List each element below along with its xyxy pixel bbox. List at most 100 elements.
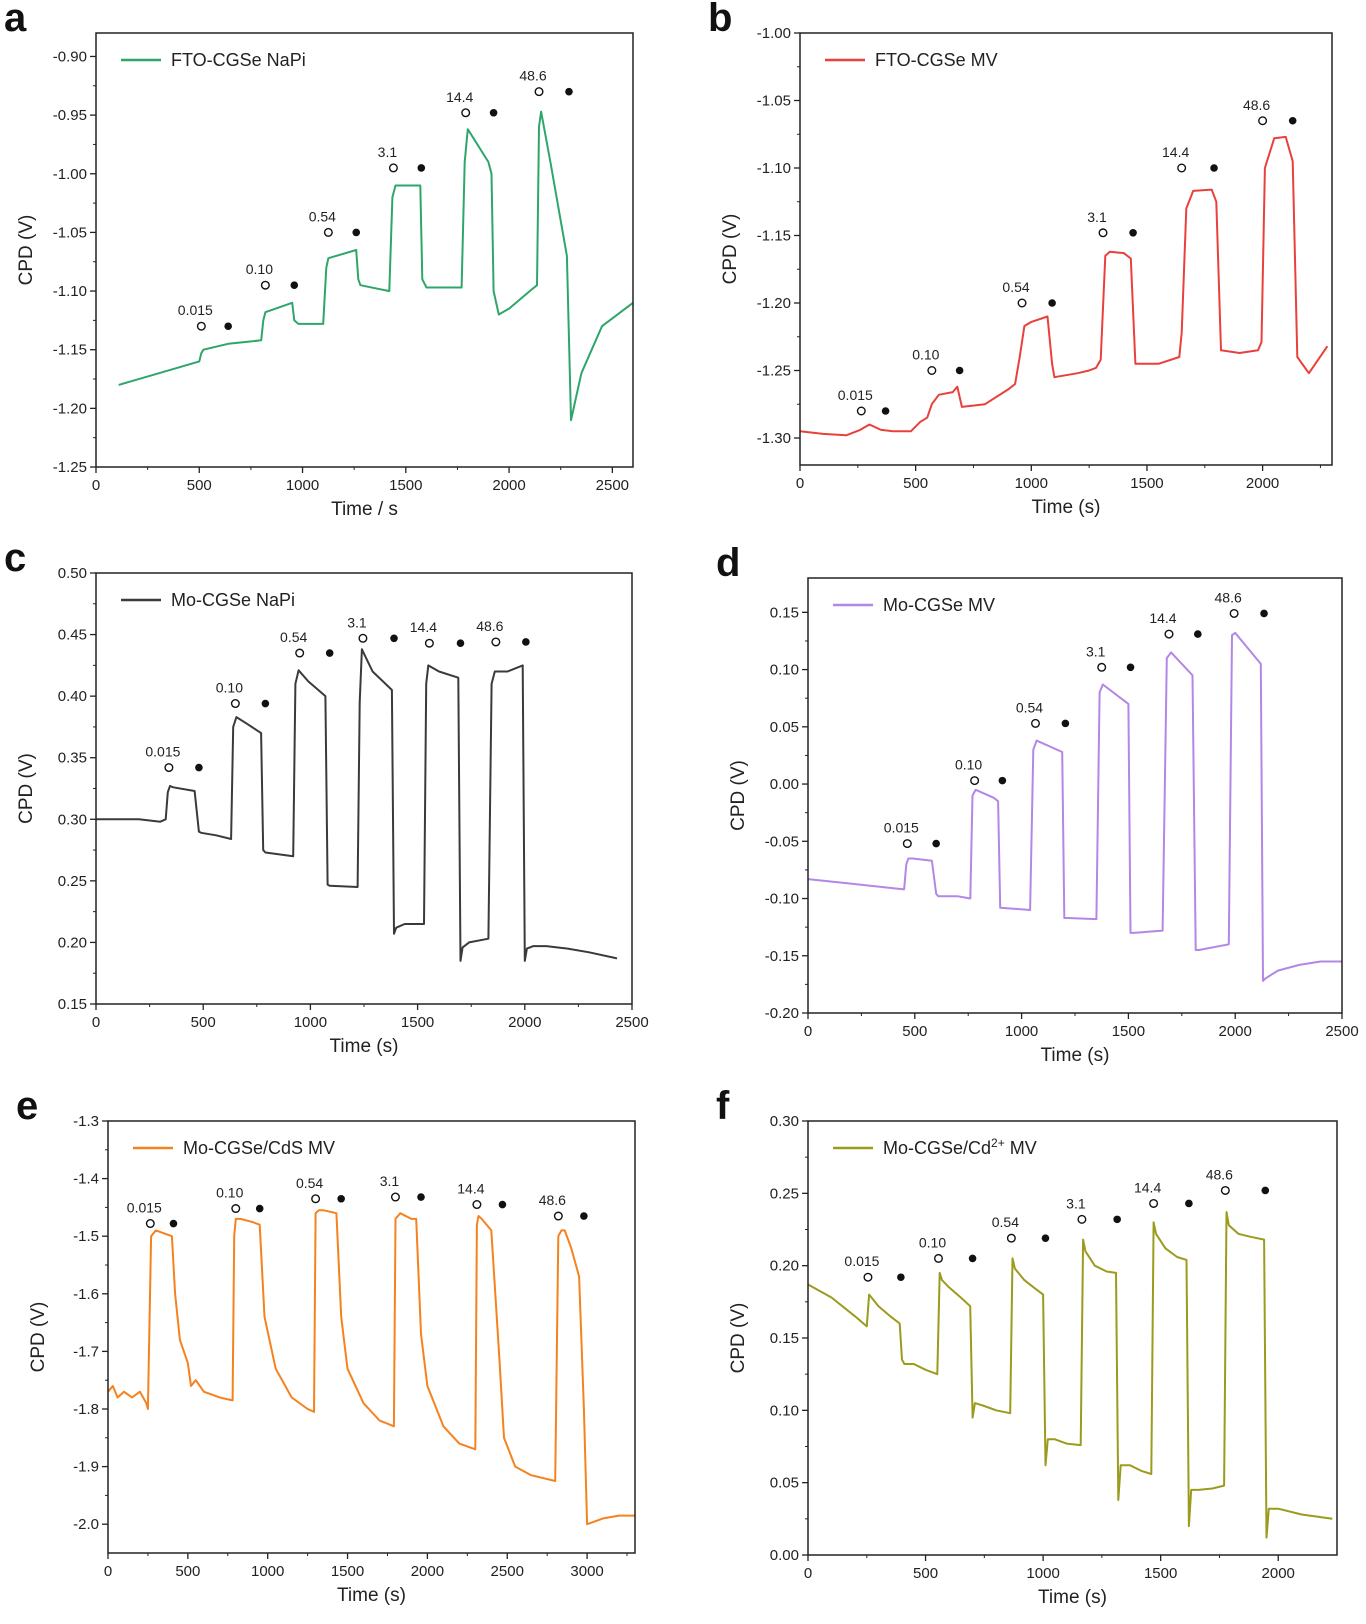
x-tick-label: 1000 <box>1015 475 1048 492</box>
x-tick-label: 2000 <box>508 1014 541 1031</box>
y-tick-label: 0.30 <box>58 811 87 828</box>
y-tick-label: -0.20 <box>765 1005 799 1022</box>
light-off-marker <box>337 1194 345 1203</box>
light-on-marker <box>230 699 240 709</box>
x-tick-label: 1500 <box>1130 475 1163 492</box>
light-on-marker <box>1017 298 1027 308</box>
intensity-label: 0.54 <box>992 1214 1019 1230</box>
intensity-label: 3.1 <box>1086 643 1106 659</box>
y-tick-label: -1.4 <box>73 1171 99 1188</box>
y-tick-label: -1.30 <box>757 430 791 447</box>
light-on-marker <box>1164 629 1174 639</box>
y-tick-label: -1.15 <box>53 342 87 359</box>
intensity-label: 0.10 <box>955 757 982 773</box>
plot-frame <box>799 32 1333 466</box>
y-tick-label: -2.0 <box>73 1516 99 1533</box>
legend-label: FTO-CGSe MV <box>875 50 998 70</box>
light-off-marker <box>522 638 530 646</box>
x-tick-label: 2000 <box>1246 475 1279 492</box>
x-tick-label: 0 <box>92 477 100 494</box>
series-line <box>799 135 1329 437</box>
light-on-marker <box>196 321 206 331</box>
y-tick-label: -0.90 <box>53 48 87 65</box>
light-off-marker <box>881 407 890 415</box>
x-tick-label: 500 <box>187 477 212 494</box>
light-on-marker <box>1220 1185 1230 1195</box>
y-tick-label: 0.25 <box>58 873 87 890</box>
y-tick-label: 0.00 <box>770 776 799 793</box>
legend-label: FTO-CGSe NaPi <box>171 50 306 70</box>
plot-frame <box>95 572 633 1005</box>
legend-label: Mo-CGSe NaPi <box>171 590 295 610</box>
light-off-marker <box>224 322 232 331</box>
intensity-label: 3.1 <box>347 614 367 630</box>
x-tick-label: 1500 <box>1112 1023 1145 1040</box>
legend-label-suffix: MV <box>1005 1138 1037 1158</box>
light-on-marker <box>472 1200 482 1210</box>
light-off-marker <box>417 1193 425 1201</box>
light-off-marker <box>325 649 334 657</box>
light-off-marker <box>1126 663 1135 672</box>
y-tick-label: 0.10 <box>770 662 799 679</box>
y-tick-label: 0.30 <box>770 1113 799 1130</box>
y-tick-label: -1.25 <box>53 459 87 476</box>
x-tick-label: 1000 <box>286 477 319 494</box>
y-tick-label: 0.15 <box>770 604 799 621</box>
y-tick-label: 0.05 <box>770 719 799 736</box>
panel-label: b <box>708 0 732 40</box>
plot-frame <box>807 1120 1338 1556</box>
light-on-marker <box>231 1204 241 1214</box>
light-on-marker <box>358 633 368 643</box>
light-on-marker <box>390 1192 400 1202</box>
light-off-marker <box>932 839 940 848</box>
light-on-marker <box>323 227 333 237</box>
x-tick-label: 1000 <box>1026 1565 1059 1582</box>
x-tick-label: 1000 <box>1005 1023 1038 1040</box>
legend-label-superscript: 2+ <box>991 1136 1005 1150</box>
x-tick-label: 0 <box>796 475 804 492</box>
x-tick-label: 2500 <box>1325 1023 1358 1040</box>
y-tick-label: -0.15 <box>765 948 799 965</box>
series-line <box>96 648 618 962</box>
light-on-marker <box>970 776 980 786</box>
intensity-label: 3.1 <box>380 1173 400 1189</box>
y-tick-label: -1.3 <box>73 1113 99 1130</box>
intensity-label: 0.015 <box>178 302 213 318</box>
x-tick-label: 1500 <box>331 1563 364 1580</box>
light-on-marker <box>534 87 544 97</box>
y-tick-label: 0.15 <box>770 1330 799 1347</box>
light-on-marker <box>295 648 305 658</box>
light-off-marker <box>1194 630 1202 638</box>
light-off-marker <box>1061 719 1070 728</box>
light-off-marker <box>498 1200 507 1209</box>
light-off-marker <box>352 228 361 237</box>
light-off-marker <box>261 699 270 708</box>
series-line <box>107 1209 635 1526</box>
y-tick-label: -1.10 <box>53 283 87 300</box>
x-tick-label: 1500 <box>1144 1565 1177 1582</box>
intensity-label: 48.6 <box>1243 97 1270 113</box>
light-off-marker <box>998 776 1007 785</box>
x-axis-label: Time (s) <box>1032 497 1101 518</box>
y-tick-label: -1.8 <box>73 1401 99 1418</box>
light-on-marker <box>164 763 174 773</box>
y-tick-label: -1.15 <box>757 228 791 245</box>
intensity-label: 0.54 <box>1016 699 1043 715</box>
plot-frame <box>807 577 1343 1014</box>
light-off-marker <box>1113 1215 1121 1224</box>
x-tick-label: 2000 <box>1262 1565 1295 1582</box>
x-tick-label: 1000 <box>251 1563 284 1580</box>
x-tick-label: 2500 <box>615 1014 648 1031</box>
intensity-label: 0.015 <box>844 1253 879 1269</box>
light-off-marker <box>417 164 426 172</box>
light-off-marker <box>1041 1234 1050 1242</box>
x-tick-label: 0 <box>804 1023 812 1040</box>
y-axis-label: CPD (V) <box>728 760 749 831</box>
light-off-marker <box>1288 116 1297 125</box>
light-off-marker <box>565 87 573 96</box>
y-axis-label: CPD (V) <box>28 1302 49 1373</box>
light-off-marker <box>390 634 398 643</box>
light-off-marker <box>255 1204 264 1213</box>
y-axis-label: CPD (V) <box>16 753 37 824</box>
